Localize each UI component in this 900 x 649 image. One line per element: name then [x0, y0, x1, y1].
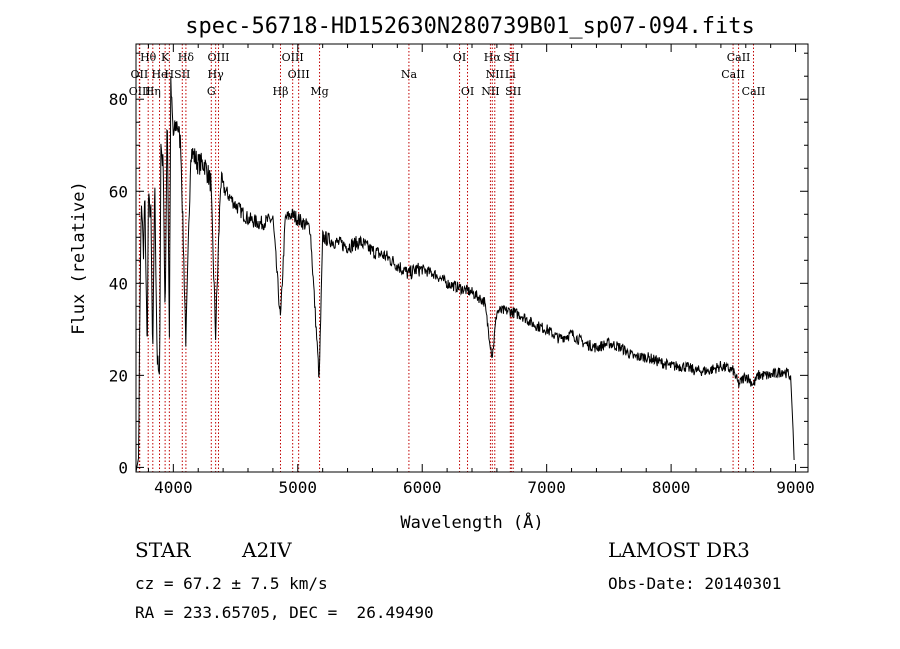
line-label-18: CaII — [721, 68, 745, 81]
y-tick-label: 20 — [109, 366, 128, 385]
x-tick-label: 5000 — [279, 478, 318, 497]
chart-title: spec-56718-HD152630N280739B01_sp07-094.f… — [185, 14, 755, 39]
line-label-1: K — [161, 51, 170, 64]
line-label-25: NII — [481, 85, 499, 98]
plot-frame — [135, 43, 809, 473]
x-axis-label: Wavelength (Å) — [400, 511, 543, 533]
line-label-23: Mg — [310, 85, 328, 98]
x-tick-label: 9000 — [776, 478, 815, 497]
spectral-subclass: A2IV — [242, 538, 292, 562]
line-label-22: Hβ — [273, 85, 289, 98]
line-label-10: He — [151, 68, 167, 81]
spectrum-line — [135, 76, 795, 473]
object-type: STAR — [135, 538, 191, 562]
x-tick-label: 6000 — [403, 478, 442, 497]
line-label-11: H — [165, 68, 175, 81]
line-label-6: Hα — [484, 51, 502, 64]
line-label-3: OIII — [207, 51, 229, 64]
line-label-0: Hθ — [140, 51, 157, 64]
y-tick-label: 0 — [118, 458, 128, 477]
observation-date: Obs-Date: 20140301 — [608, 574, 782, 593]
x-tick-label: 4000 — [154, 478, 193, 497]
line-label-16: NII — [486, 68, 504, 81]
redshift-cz: cz = 67.2 ± 7.5 km/s — [135, 574, 328, 593]
line-label-12: SII — [174, 68, 190, 81]
line-label-14: OIII — [288, 68, 310, 81]
line-label-27: CaII — [742, 85, 766, 98]
coordinates: RA = 233.65705, DEC = 26.49490 — [135, 603, 434, 622]
line-label-4: OIII — [282, 51, 304, 64]
line-label-21: G — [207, 85, 216, 98]
x-tick-label: 8000 — [652, 478, 691, 497]
y-tick-label: 60 — [109, 182, 128, 201]
line-label-9: OII — [131, 68, 149, 81]
x-tick-label: 7000 — [527, 478, 566, 497]
line-label-7: SII — [503, 51, 519, 64]
line-label-2: Hδ — [178, 51, 195, 64]
y-tick-label: 80 — [109, 90, 128, 109]
line-label-13: Hγ — [208, 68, 225, 81]
survey-name: LAMOST DR3 — [608, 538, 750, 562]
line-label-8: CaII — [727, 51, 751, 64]
line-label-26: SII — [505, 85, 521, 98]
axis-ticks: 4000 5000 6000 7000 8000 9000 0 20 40 60 80 — [109, 44, 815, 497]
line-label-24: OI — [461, 85, 474, 98]
line-label-5: OI — [453, 51, 466, 64]
y-tick-label: 40 — [109, 274, 128, 293]
line-label-15: Na — [401, 68, 418, 81]
y-axis-label: Flux (relative) — [69, 181, 89, 335]
line-label-17: Li — [505, 68, 516, 81]
line-label-19: OIII — [129, 85, 151, 98]
line-label-20: Hη — [145, 85, 161, 98]
